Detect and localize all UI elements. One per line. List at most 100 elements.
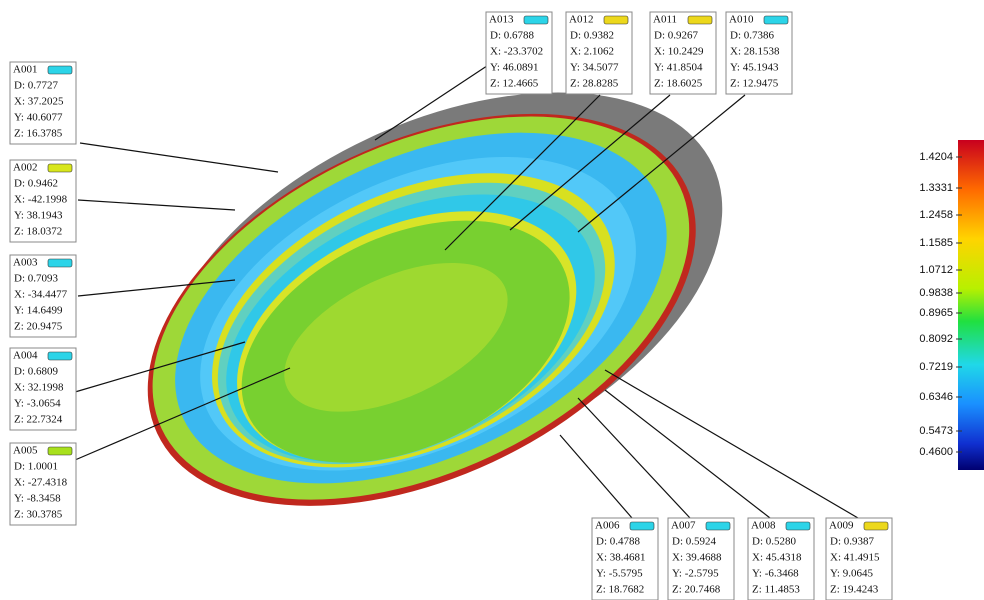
callout-line: D: 0.9462	[14, 178, 58, 190]
callout-line: Z: 12.9475	[730, 78, 779, 90]
callout-line: X: 38.4681	[596, 552, 646, 564]
scale-label: 0.9838	[919, 287, 953, 299]
callout-line: Z: 30.3785	[14, 509, 63, 521]
callout-id: A012	[569, 14, 593, 26]
callout-line: D: 0.5924	[672, 536, 717, 548]
swatch	[524, 16, 548, 24]
callout-line: X: -34.4477	[14, 289, 68, 301]
callout-line: X: -27.4318	[14, 477, 68, 489]
callout-id: A009	[829, 520, 854, 532]
swatch	[48, 447, 72, 455]
callout: A013 D: 0.6788 X: -23.3702 Y: 46.0891 Z: 12.…	[486, 12, 552, 94]
callout-line: Z: 18.7682	[596, 584, 644, 596]
callout-line: Y: 14.6499	[14, 305, 63, 317]
scale-label: 0.5473	[919, 425, 953, 437]
swatch	[786, 522, 810, 530]
callout: A011 D: 0.9267 X: 10.2429 Y: 41.8504 Z: 18.6…	[650, 12, 716, 94]
callout-line: X: 10.2429	[654, 46, 704, 58]
callout-line: X: 32.1998	[14, 382, 64, 394]
callout-line: Y: 40.6077	[14, 112, 63, 124]
callout-line: Z: 11.4853	[752, 584, 800, 596]
callout-line: X: 37.2025	[14, 96, 64, 108]
scale-label: 1.4204	[919, 151, 953, 163]
callout-line: X: -23.3702	[490, 46, 543, 58]
scale-label: 1.1585	[919, 237, 953, 249]
leader-line	[80, 143, 278, 172]
callout-id: A008	[751, 520, 776, 532]
deviation-map: A001 D: 0.7727 X: 37.2025 Y: 40.6077 Z: 16.3…	[0, 0, 984, 600]
callout-line: Z: 22.7324	[14, 414, 63, 426]
callout: A010 D: 0.7386 X: 28.1538 Y: 45.1943 Z: 12.9…	[726, 12, 792, 94]
callout: A009 D: 0.9387 X: 41.4915 Y: 9.0645 Z: 19.42…	[826, 518, 892, 600]
callout-line: D: 0.7093	[14, 273, 59, 285]
dish	[82, 11, 787, 585]
swatch	[630, 522, 654, 530]
scale-label: 0.6346	[919, 391, 953, 403]
callout-line: Z: 16.3785	[14, 128, 63, 140]
screen: A001 D: 0.7727 X: 37.2025 Y: 40.6077 Z: 16.3…	[0, 0, 984, 600]
callout-line: Y: 9.0645	[830, 568, 873, 580]
scale-label: 1.3331	[919, 182, 953, 194]
scale-label: 0.8092	[919, 333, 953, 345]
callout: A004 D: 0.6809 X: 32.1998 Y: -3.0654 Z: 22.7…	[10, 348, 76, 430]
callout-id: A001	[13, 64, 37, 76]
callout: A008 D: 0.5280 X: 45.4318 Y: -6.3468 Z: 11.4…	[748, 518, 814, 600]
leader-line	[560, 435, 632, 518]
callout: A006D: 0.4788X: 38.4681Y: -5.5795Z: 18.7…	[592, 518, 658, 600]
callout-id: A005	[13, 445, 38, 457]
callout-line: D: 0.7386	[730, 30, 775, 42]
leader-line	[605, 370, 858, 518]
callout-id: A002	[13, 162, 37, 174]
callout-line: D: 0.6788	[490, 30, 535, 42]
scale-label: 0.8965	[919, 307, 953, 319]
callout-line: Z: 20.9475	[14, 321, 63, 333]
scale-label: 1.0712	[919, 264, 953, 276]
callout-line: Y: -6.3468	[752, 568, 799, 580]
callout-line: X: 28.1538	[730, 46, 780, 58]
callout-line: Z: 12.4665	[490, 78, 539, 90]
callout-id: A003	[13, 257, 38, 269]
callout-line: Y: 45.1943	[730, 62, 779, 74]
callout-line: Y: -8.3458	[14, 493, 61, 505]
callout: A003 D: 0.7093 X: -34.4477 Y: 14.6499 Z: 20.…	[10, 255, 76, 337]
callout-line: Z: 18.6025	[654, 78, 703, 90]
callout-line: D: 0.9382	[570, 30, 614, 42]
callout-id: A007	[671, 520, 696, 532]
callout-id: A013	[489, 14, 514, 26]
callout-id: A004	[13, 350, 38, 362]
callout: A002 D: 0.9462 X: -42.1998 Y: 38.1943 Z: 18.…	[10, 160, 76, 242]
callout-line: D: 0.9267	[654, 30, 699, 42]
callout-line: D: 1.0001	[14, 461, 58, 473]
callout-line: Y: -3.0654	[14, 398, 61, 410]
swatch	[48, 259, 72, 267]
callout-id: A010	[729, 14, 754, 26]
callout-id: A011	[653, 14, 677, 26]
callout: A005 D: 1.0001 X: -27.4318 Y: -8.3458 Z: 30.…	[10, 443, 76, 525]
callout-line: Z: 19.4243	[830, 584, 879, 596]
callout-line: Y: -5.5795	[596, 568, 643, 580]
callout-line: X: 45.4318	[752, 552, 802, 564]
callout-line: Y: 38.1943	[14, 210, 63, 222]
callout: A001 D: 0.7727 X: 37.2025 Y: 40.6077 Z: 16.3…	[10, 62, 76, 144]
callout-line: X: 41.4915	[830, 552, 880, 564]
swatch	[604, 16, 628, 24]
callout-line: Y: 41.8504	[654, 62, 703, 74]
swatch	[48, 164, 72, 172]
leader-line	[578, 398, 690, 518]
scale-label: 0.4600	[919, 446, 953, 458]
callout-line: D: 0.5280	[752, 536, 797, 548]
callout-line: X: 39.4688	[672, 552, 722, 564]
callout-line: Y: 46.0891	[490, 62, 539, 74]
callout-line: Y: 34.5077	[570, 62, 619, 74]
callout-line: X: -42.1998	[14, 194, 68, 206]
callout-line: Z: 18.0372	[14, 226, 62, 238]
callout-line: D: 0.7727	[14, 80, 59, 92]
callout-line: D: 0.9387	[830, 536, 875, 548]
swatch	[706, 522, 730, 530]
callout-line: D: 0.6809	[14, 366, 59, 378]
leader-line	[78, 200, 235, 210]
swatch	[48, 352, 72, 360]
callout-id: A006	[595, 520, 620, 532]
